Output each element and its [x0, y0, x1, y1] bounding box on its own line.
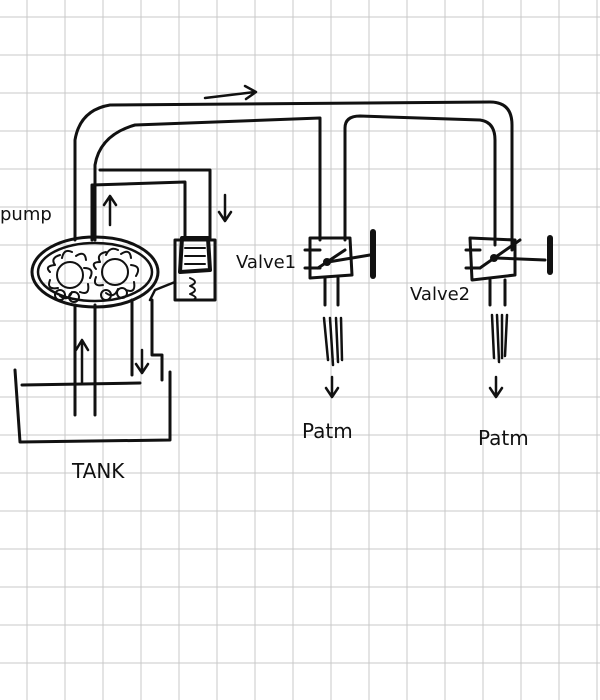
return-pipe: [130, 298, 164, 382]
pump-label: pump: [0, 204, 52, 225]
supply-pipe-inner: [93, 114, 497, 247]
valve1-label: Valve1: [236, 252, 296, 273]
gear-left-icon: [46, 249, 93, 303]
spring-icon: [189, 277, 197, 301]
suction-pipe: [73, 303, 97, 417]
supply-pipe-outer: [73, 100, 514, 252]
patm2-label: Patm: [478, 426, 529, 450]
flow-arrow-down-relief: [217, 193, 233, 223]
flow-arrow-up: [102, 194, 118, 227]
tank-label: TANK: [71, 459, 125, 483]
return-arrow: [134, 348, 150, 375]
valve-1: [303, 229, 376, 399]
flow-arrow-top: [203, 84, 258, 101]
valve-2: [464, 235, 553, 399]
tank: [13, 368, 172, 444]
suction-arrow: [74, 338, 90, 384]
pump-riser: [90, 168, 212, 242]
valve2-label: Valve2: [410, 284, 470, 305]
patm1-label: Patm: [302, 419, 353, 443]
gear-right-icon: [92, 247, 140, 301]
relief-valve: [148, 236, 217, 302]
gear-pump: [30, 235, 160, 309]
